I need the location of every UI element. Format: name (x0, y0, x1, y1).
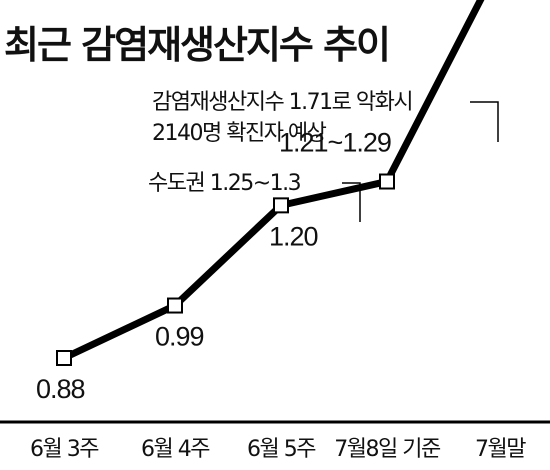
annotation-label-1a: 감염재생산지수 1.71로 악화시 (152, 90, 412, 115)
x-tick-label-3: 7월8일 기준 (334, 437, 441, 462)
data-point-1 (167, 297, 183, 314)
x-tick-label-1: 6월 4주 (141, 437, 210, 462)
annotation-label-1b: 2140명 확진자 예상 (152, 121, 327, 146)
x-tick-label-4: 7월말 (475, 437, 526, 462)
value-label-2: 1.20 (269, 221, 318, 251)
data-points (56, 173, 395, 366)
annotation-leader-0 (342, 182, 361, 222)
value-label-0: 0.88 (36, 374, 85, 404)
data-point-3 (379, 173, 395, 190)
x-tick-label-2: 6월 5주 (247, 437, 316, 462)
chart-title: 최근 감염재생산지수 추이 (4, 23, 389, 67)
data-point-2 (273, 197, 289, 214)
data-point-0 (56, 350, 72, 366)
annotation-leader-1 (470, 101, 499, 142)
value-label-3: 1.21~1.29 (279, 128, 391, 158)
value-label-1: 0.99 (155, 322, 204, 352)
x-tick-label-0: 6월 3주 (30, 437, 99, 462)
annotation-label-0: 수도권 1.25~1.3 (148, 171, 301, 196)
x-tick-labels: 6월 3주 6월 4주 6월 5주 7월8일 기준 7월말 (30, 437, 528, 462)
value-labels: 0.880.991.201.21~1.291.71 (36, 128, 392, 404)
annotations: 수도권 1.25~1.3 감염재생산지수 1.71로 악화시 2140명 확진자 예… (148, 90, 499, 222)
